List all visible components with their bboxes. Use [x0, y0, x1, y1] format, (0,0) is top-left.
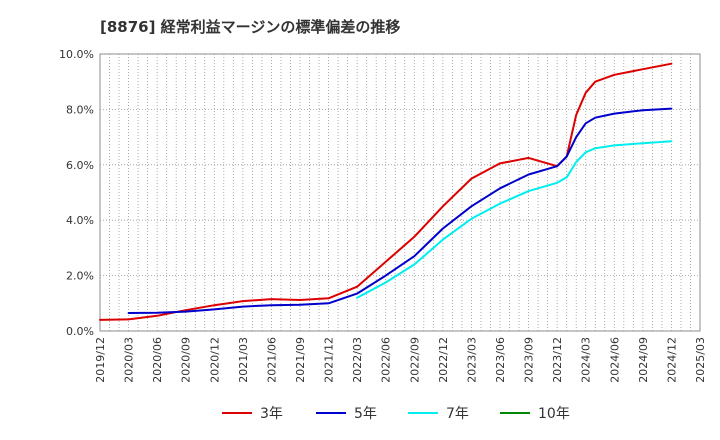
legend-label: 10年	[538, 406, 570, 422]
legend: 3年 5年 7年 10年	[222, 406, 570, 422]
legend-label: 7年	[446, 406, 469, 422]
x-tick-label: 2023/03	[465, 337, 478, 383]
y-tick-label: 4.0%	[66, 214, 94, 227]
y-tick-label: 10.0%	[59, 48, 94, 61]
series-lines	[99, 62, 673, 321]
x-tick-label: 2021/03	[237, 337, 250, 383]
x-tick-label: 2020/12	[208, 337, 221, 383]
x-tick-label: 2020/03	[123, 337, 136, 383]
y-tick-label: 2.0%	[66, 270, 94, 283]
x-tick-label: 2023/12	[551, 337, 564, 383]
grid	[99, 53, 701, 332]
legend-label: 3年	[260, 406, 283, 422]
x-tick-label: 2022/06	[380, 337, 393, 383]
x-tick-label: 2021/09	[294, 337, 307, 383]
x-tick-label: 2023/06	[494, 337, 507, 383]
y-tick-label: 0.0%	[66, 325, 94, 338]
chart-title: [8876] 経常利益マージンの標準偏差の推移	[100, 18, 400, 36]
legend-label: 5年	[354, 406, 377, 422]
series-line-1	[99, 62, 673, 321]
x-tick-label: 2023/09	[523, 337, 536, 383]
x-tick-label: 2021/12	[323, 337, 336, 383]
y-tick-label: 6.0%	[66, 159, 94, 172]
x-tick-label: 2021/06	[265, 337, 278, 383]
series-line-2	[127, 107, 673, 314]
x-tick-label: 2020/06	[151, 337, 164, 383]
series-line-3	[356, 140, 673, 299]
y-tick-label: 8.0%	[66, 103, 94, 116]
x-tick-label: 2022/12	[437, 337, 450, 383]
x-tick-label: 2024/12	[665, 337, 678, 383]
x-tick-label: 2024/09	[637, 337, 650, 383]
x-tick-label: 2022/03	[351, 337, 364, 383]
y-axis: 0.0% 2.0% 4.0% 6.0% 8.0% 10.0%	[59, 48, 94, 338]
x-tick-label: 2024/03	[580, 337, 593, 383]
x-tick-label: 2022/09	[408, 337, 421, 383]
x-axis: 2019/12 2020/03 2020/06 2020/09 2020/12 2021/…	[94, 337, 707, 383]
x-tick-label: 2020/09	[180, 337, 193, 383]
x-tick-label: 2025/03	[694, 337, 707, 383]
plot-area	[99, 53, 701, 332]
x-tick-label: 2019/12	[94, 337, 107, 383]
x-tick-label: 2024/06	[608, 337, 621, 383]
